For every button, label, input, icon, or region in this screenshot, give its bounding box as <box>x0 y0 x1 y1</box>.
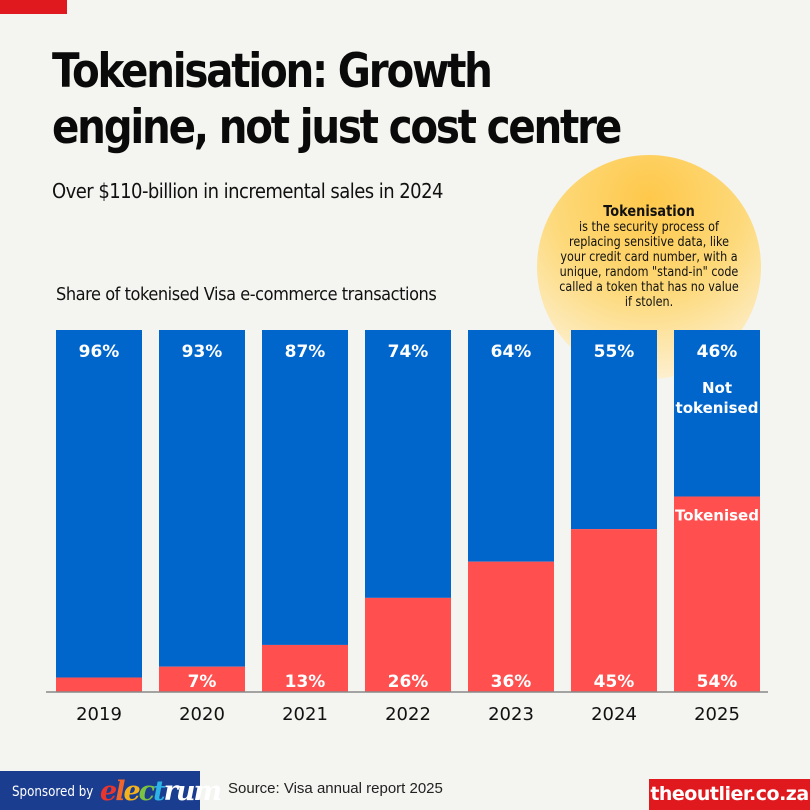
label-tokenised: 13% <box>285 672 326 692</box>
chart-title: Share of tokenised Visa e-commerce trans… <box>56 284 437 305</box>
bar-tokenised <box>468 561 554 692</box>
source-note: Source: Visa annual report 2025 <box>228 780 443 797</box>
brand-logo: theoutlier.co.za <box>649 779 810 810</box>
bar-not-tokenised <box>159 330 245 667</box>
definition-term: Tokenisation <box>603 202 695 220</box>
label-tokenised: 7% <box>188 672 217 692</box>
sponsored-by-label: Sponsored by <box>12 784 94 800</box>
label-not-tokenised: 96% <box>79 342 120 362</box>
x-tick-label: 2022 <box>385 704 431 725</box>
accent-bar <box>0 0 67 14</box>
label-tokenised: 45% <box>594 672 635 692</box>
x-tick-label: 2024 <box>591 704 637 725</box>
bar-tokenised <box>56 677 142 692</box>
bar-not-tokenised <box>468 330 554 562</box>
label-not-tokenised: 74% <box>388 342 429 362</box>
sponsor-logo-letter: t <box>153 776 166 807</box>
bar-not-tokenised <box>56 330 142 678</box>
label-tokenised: 26% <box>388 672 429 692</box>
definition-callout: Tokenisation is the security process of … <box>555 202 742 311</box>
annotation-not-tokenised: Not <box>702 379 732 397</box>
bar-tokenised <box>674 496 760 692</box>
sponsor-banner: Sponsored by electrum <box>0 771 222 810</box>
sponsor-logo: electrum <box>100 776 222 807</box>
label-tokenised: 36% <box>491 672 532 692</box>
bar-tokenised <box>159 666 245 692</box>
label-not-tokenised: 87% <box>285 342 326 362</box>
label-tokenised: 54% <box>697 672 738 692</box>
label-not-tokenised: 46% <box>697 342 738 362</box>
sponsor-logo-letter: l <box>115 776 125 807</box>
sponsor-logo-letter: e <box>123 776 140 807</box>
bar-tokenised <box>365 597 451 692</box>
sponsor-logo-letter: u <box>175 776 196 807</box>
bar-not-tokenised <box>674 330 760 497</box>
bar-not-tokenised <box>262 330 348 645</box>
sponsor-logo-letter: m <box>193 776 222 807</box>
annotation-tokenised: Tokenised <box>675 507 759 525</box>
title-line-1: Tokenisation: Growth <box>52 44 493 99</box>
x-tick-label: 2025 <box>694 704 740 725</box>
x-tick-label: 2019 <box>76 704 122 725</box>
label-not-tokenised: 55% <box>594 342 635 362</box>
annotation-not-tokenised: tokenised <box>676 399 759 417</box>
bar-tokenised <box>262 644 348 692</box>
x-tick-label: 2021 <box>282 704 328 725</box>
sponsor-logo-letter: e <box>100 776 117 807</box>
sponsor-logo-letter: r <box>163 776 178 807</box>
sponsor-logo-letter: c <box>138 776 156 807</box>
bar-not-tokenised <box>571 330 657 530</box>
bar-not-tokenised <box>365 330 451 598</box>
x-tick-label: 2020 <box>179 704 225 725</box>
page-title: Tokenisation: Growth engine, not just co… <box>52 44 622 156</box>
bar-tokenised <box>571 529 657 692</box>
title-line-2: engine, not just cost centre <box>52 100 622 155</box>
label-not-tokenised: 64% <box>491 342 532 362</box>
definition-body: is the security process of replacing sen… <box>559 220 739 310</box>
x-tick-label: 2023 <box>488 704 534 725</box>
subtitle: Over $110-billion in incremental sales i… <box>52 179 443 203</box>
label-not-tokenised: 93% <box>182 342 223 362</box>
